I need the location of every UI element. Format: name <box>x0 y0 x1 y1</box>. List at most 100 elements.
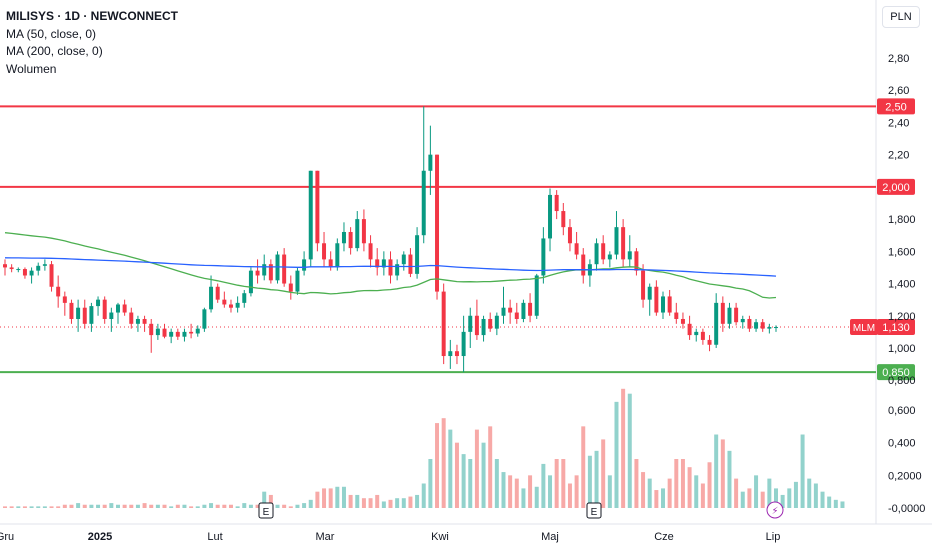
candle-body <box>607 254 612 260</box>
volume-bar <box>401 498 406 508</box>
volume-bar <box>654 490 659 508</box>
horizontal-line-label: 2,000 <box>882 182 910 194</box>
price-tick-label: 1,200 <box>888 311 916 323</box>
candle-body <box>288 283 293 292</box>
volume-bar <box>707 462 712 508</box>
legend-ma50[interactable]: MA (50, close, 0) <box>6 26 97 41</box>
candle-body <box>594 243 599 265</box>
volume-bar <box>674 459 679 508</box>
candle-body <box>89 306 94 324</box>
horizontal-line-label-bg <box>877 178 915 195</box>
horizontal-lines: 2,50 2,000 0,850 MLM 1,130 <box>0 98 915 381</box>
candle-body <box>767 327 772 329</box>
candle-body <box>235 302 240 308</box>
volume-bar <box>89 504 94 508</box>
volume-bar <box>129 504 134 508</box>
candle-body <box>102 299 107 319</box>
time-tick-label: Cze <box>654 531 674 543</box>
time-tick-label: Lip <box>766 531 781 543</box>
volume-tick-label: 0,400 <box>888 438 916 450</box>
candle-body <box>129 312 134 324</box>
candle-body <box>209 286 214 310</box>
volume-bar <box>441 418 446 508</box>
candle-body <box>248 270 253 294</box>
last-price-label: 1,130 <box>882 322 910 334</box>
time-tick-label: Kwi <box>431 531 449 543</box>
candle-body <box>727 307 732 324</box>
volume-bar <box>561 459 566 508</box>
candle-body <box>96 299 101 307</box>
candle-body <box>29 270 34 276</box>
candle-body <box>774 327 778 329</box>
candle-body <box>375 259 380 268</box>
volume-bar <box>767 478 772 508</box>
time-tick-label: 2025 <box>88 531 112 543</box>
ma200-line <box>4 257 777 277</box>
volume-bar <box>700 483 705 508</box>
volume-bar <box>395 498 400 508</box>
volume-bar <box>508 475 513 508</box>
candle-body <box>401 254 406 265</box>
volume-bar <box>780 494 785 508</box>
volume-bar <box>514 478 519 508</box>
candle-body <box>747 318 752 329</box>
volume-bar <box>607 475 612 508</box>
candle-body <box>674 312 679 319</box>
candle-body <box>687 323 692 336</box>
volume-bar <box>694 475 699 508</box>
symbol-tag: MLM <box>853 323 875 334</box>
candle-body <box>508 307 513 313</box>
volume-bar <box>135 504 140 508</box>
candle-body <box>667 296 672 313</box>
volume-bar <box>122 504 127 508</box>
volume-bar <box>548 475 553 508</box>
volume-bar <box>155 504 160 508</box>
candles <box>3 106 778 373</box>
candle-body <box>474 315 479 336</box>
candle-body <box>62 296 67 303</box>
candle-body <box>541 238 546 276</box>
symbol-tag-bg <box>850 319 878 336</box>
candle-body <box>368 243 373 260</box>
volume-bar <box>361 498 366 508</box>
volume-bar <box>341 486 346 508</box>
candle-body <box>661 296 666 313</box>
time-tick-label: Gru <box>0 531 14 543</box>
volume-tick-label: 0,600 <box>888 405 916 417</box>
volume-bar <box>275 504 280 508</box>
candle-body <box>634 251 639 271</box>
volume-bar <box>734 478 739 508</box>
volume-bar <box>840 501 845 508</box>
legend-ma200[interactable]: MA (200, close, 0) <box>6 44 103 58</box>
volume-bar <box>96 504 101 508</box>
candle-body <box>182 331 187 337</box>
candle-body <box>574 243 579 255</box>
candle-body <box>627 251 632 260</box>
volume-bar <box>302 503 307 508</box>
earnings-marker <box>258 502 274 519</box>
volume-bar <box>36 506 41 508</box>
volume-bar <box>587 455 592 508</box>
candle-body <box>155 328 160 336</box>
candle-body <box>408 254 413 274</box>
volume-bar <box>474 429 479 508</box>
volume-bar <box>807 478 812 508</box>
volume-bar <box>149 504 154 508</box>
symbol-title[interactable]: MILISYS · 1D · NEWCONNECT <box>6 9 179 23</box>
volume-bar <box>388 499 393 508</box>
volume-bar <box>222 504 227 508</box>
volume-bar <box>49 506 54 508</box>
volume-bar <box>162 504 167 508</box>
candle-body <box>255 270 260 276</box>
volume-bar <box>335 486 340 508</box>
volume-bar <box>541 463 546 508</box>
currency-button[interactable]: PLN <box>882 6 920 28</box>
volume-bar <box>647 478 652 508</box>
legend-volume[interactable]: Wolumen <box>6 61 57 76</box>
candle-body <box>534 275 539 316</box>
volume-bar <box>228 504 233 508</box>
candle-body <box>82 307 87 324</box>
volume-bar <box>787 488 792 508</box>
candle-body <box>468 315 473 332</box>
